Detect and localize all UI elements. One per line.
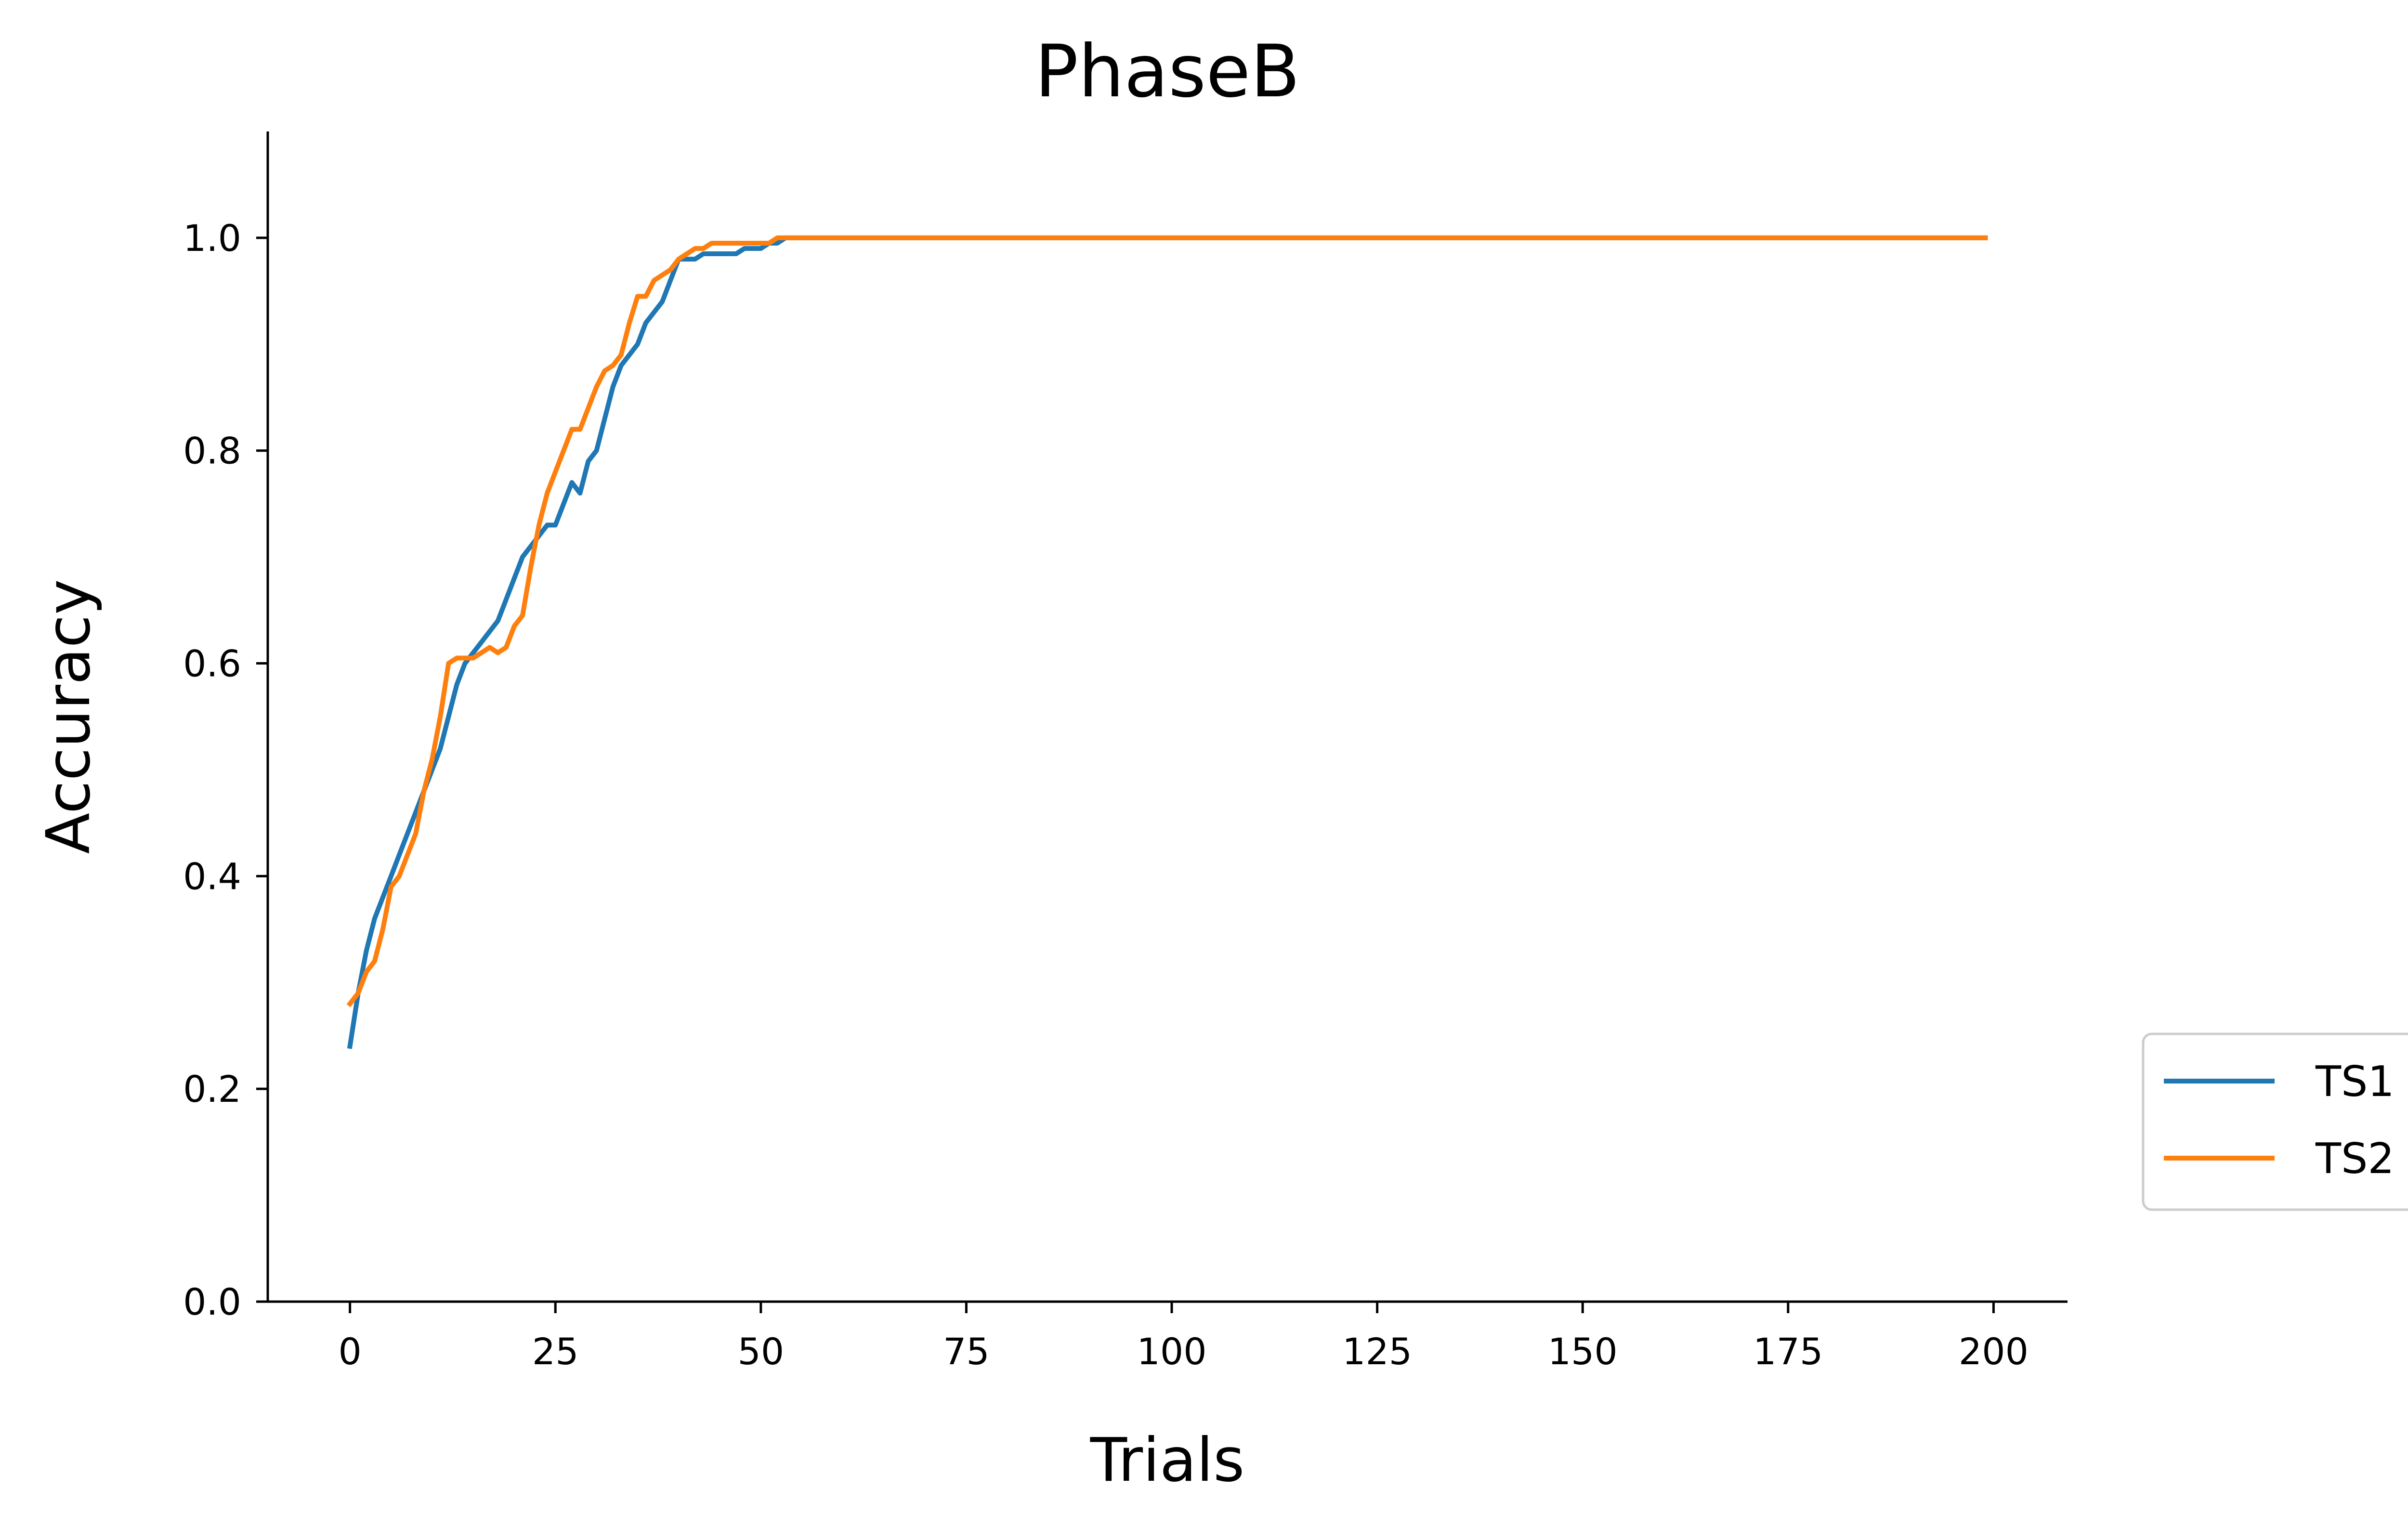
y-tick-label: 0.8 bbox=[183, 430, 241, 472]
x-tick-label: 175 bbox=[1753, 1330, 1823, 1373]
x-tick-label: 125 bbox=[1342, 1330, 1412, 1373]
x-tick-label: 200 bbox=[1959, 1330, 2028, 1373]
legend-label-ts2: TS2 bbox=[2315, 1134, 2395, 1183]
x-tick-label: 0 bbox=[338, 1330, 361, 1373]
y-tick-label: 0.4 bbox=[183, 855, 241, 898]
series-line-ts2 bbox=[346, 235, 1988, 1007]
legend-box bbox=[2142, 1032, 2408, 1211]
y-tick-label: 0.0 bbox=[183, 1280, 241, 1323]
y-tick-label: 0.6 bbox=[183, 642, 241, 685]
y-tick-label: 1.0 bbox=[183, 217, 241, 260]
x-tick-label: 25 bbox=[532, 1330, 579, 1373]
y-ticks: 0.0 0.2 0.4 0.6 0.8 1.0 bbox=[183, 217, 268, 1323]
x-axis-label: Trials bbox=[1090, 1425, 1245, 1495]
x-tick-label: 100 bbox=[1137, 1330, 1207, 1373]
x-tick-label: 75 bbox=[943, 1330, 990, 1373]
y-tick-label: 0.2 bbox=[183, 1068, 241, 1110]
series-line-ts1 bbox=[347, 235, 1988, 1049]
legend-label-ts1: TS1 bbox=[2315, 1057, 2395, 1106]
plot-area bbox=[346, 235, 1988, 1049]
x-tick-label: 50 bbox=[737, 1330, 784, 1373]
legend: TS1 TS2 bbox=[2142, 1032, 2408, 1211]
x-tick-label: 150 bbox=[1548, 1330, 1618, 1373]
x-ticks: 0 25 50 75 100 125 150 175 200 bbox=[338, 1302, 2028, 1373]
chart-title: PhaseB bbox=[1035, 30, 1300, 114]
y-axis-label: Accuracy bbox=[34, 579, 104, 854]
axes bbox=[266, 131, 2068, 1303]
